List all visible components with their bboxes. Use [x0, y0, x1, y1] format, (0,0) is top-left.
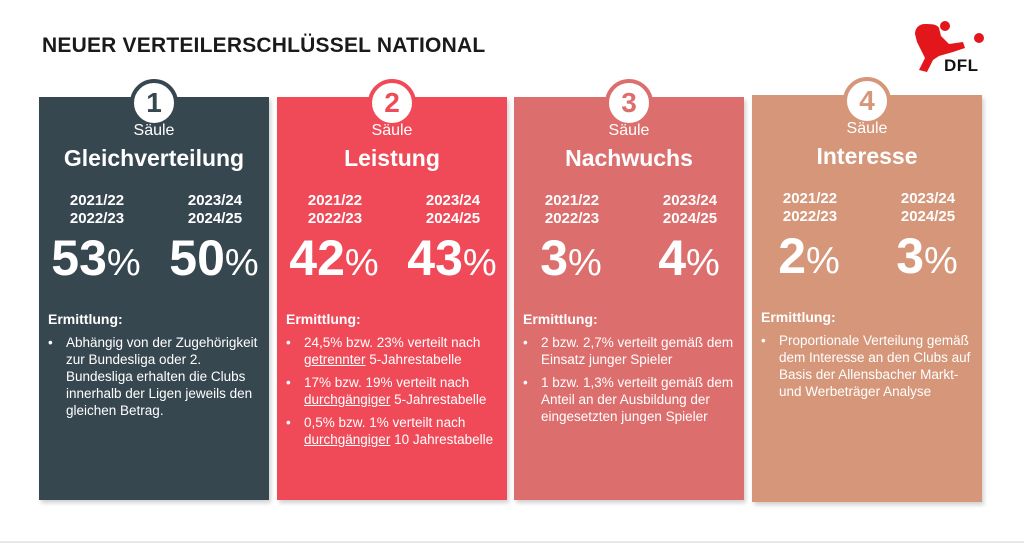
pillar-card-leistung: 2 Säule Leistung 2021/22 2022/23 2023/24 2024/… [277, 79, 507, 500]
pillar-label: Säule [133, 122, 175, 139]
percentage-right: 4% [658, 230, 720, 286]
ermittlung-list: Abhängig von der Zugehörigkeit zur Bunde… [48, 334, 264, 425]
ermittlung-heading: Ermittlung: [761, 309, 836, 325]
percentage-left: 2% [778, 228, 840, 284]
list-item: Abhängig von der Zugehörigkeit zur Bunde… [48, 334, 264, 419]
pillar-name: Interesse [816, 143, 918, 169]
percentage-right: 43% [407, 230, 497, 286]
pillar-label: Säule [608, 122, 650, 139]
percentage-left: 42% [289, 230, 379, 286]
season-right: 2023/24 2024/25 [662, 192, 718, 227]
season-right: 2023/24 2024/25 [187, 192, 243, 227]
ermittlung-list: 2 bzw. 2,7% verteilt gemäß dem Einsatz j… [523, 334, 739, 431]
list-item: 2 bzw. 2,7% verteilt gemäß dem Einsatz j… [523, 334, 739, 368]
ermittlung-list: Proportionale Verteilung gemäß dem Inter… [761, 332, 977, 406]
season-left: 2021/22 2022/23 [544, 192, 600, 227]
list-item: 24,5% bzw. 23% verteilt nach getrennter … [286, 334, 502, 368]
season-left: 2021/22 2022/23 [307, 192, 363, 227]
season-left: 2021/22 2022/23 [782, 190, 838, 225]
pillar-card-gleichverteilung: 1 Säule Gleichverteilung 2021/22 2022/23 2023… [39, 79, 269, 500]
list-item: 1 bzw. 1,3% verteilt gemäß dem Anteil an… [523, 374, 739, 425]
percentage-left: 3% [540, 230, 602, 286]
ermittlung-heading: Ermittlung: [48, 311, 123, 327]
pillar-number-badge: 1 [130, 79, 178, 127]
pillar-number-badge: 3 [605, 79, 653, 127]
bottom-divider [0, 541, 1024, 543]
season-labels: 2021/22 2022/23 2023/24 2024/25 [752, 190, 982, 226]
season-left: 2021/22 2022/23 [69, 192, 125, 227]
list-item: Proportionale Verteilung gemäß dem Inter… [761, 332, 977, 400]
season-labels: 2021/22 2022/23 2023/24 2024/25 [514, 192, 744, 228]
pillar-card-nachwuchs: 3 Säule Nachwuchs 2021/22 2022/23 2023/24 2024… [514, 79, 744, 500]
pillar-card-interesse: 4 Säule Interesse 2021/22 2022/23 2023/24 2024… [752, 77, 982, 502]
percentage-left: 53% [51, 230, 141, 286]
pillar-name: Leistung [344, 145, 440, 171]
percentage-right: 3% [896, 228, 958, 284]
ermittlung-heading: Ermittlung: [523, 311, 598, 327]
pillar-number-badge: 2 [368, 79, 416, 127]
season-labels: 2021/22 2022/23 2023/24 2024/25 [39, 192, 269, 228]
season-right: 2023/24 2024/25 [900, 190, 956, 225]
ermittlung-list: 24,5% bzw. 23% verteilt nach getrennter … [286, 334, 502, 454]
dfl-logo-text: DFL [944, 56, 979, 75]
page-title: NEUER VERTEILERSCHLÜSSEL NATIONAL [42, 34, 486, 57]
list-item: 0,5% bzw. 1% verteilt nach durchgängiger… [286, 414, 502, 448]
pillar-label: Säule [846, 120, 888, 137]
pillar-name: Nachwuchs [565, 145, 693, 171]
season-labels: 2021/22 2022/23 2023/24 2024/25 [277, 192, 507, 228]
list-item: 17% bzw. 19% verteilt nach durchgängiger… [286, 374, 502, 408]
pillar-number-badge: 4 [843, 77, 891, 125]
season-right: 2023/24 2024/25 [425, 192, 481, 227]
ermittlung-heading: Ermittlung: [286, 311, 361, 327]
percentage-right: 50% [169, 230, 259, 286]
pillar-name: Gleichverteilung [63, 145, 245, 171]
pillar-label: Säule [371, 122, 413, 139]
dfl-logo-icon [915, 21, 984, 72]
